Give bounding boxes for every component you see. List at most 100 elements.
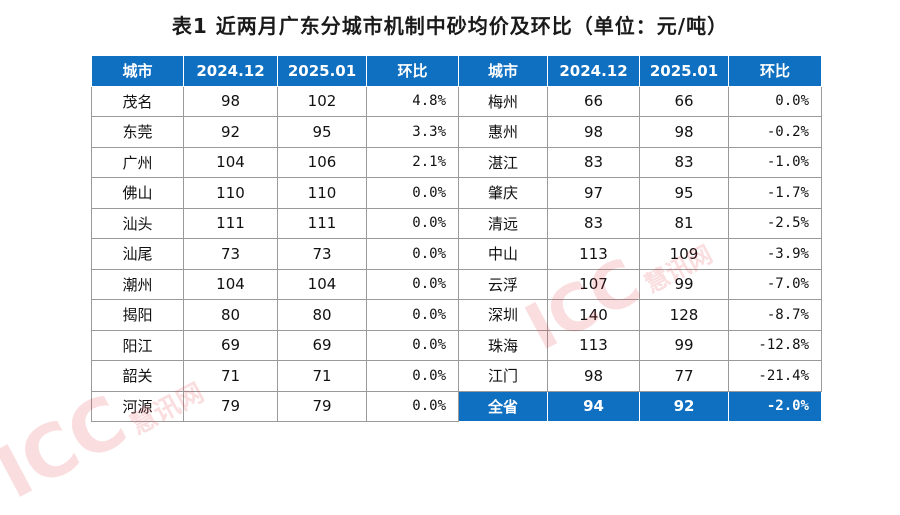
mom-cell: 0.0% [366,390,459,422]
price-cell: 128 [639,299,729,331]
mom-cell: 0.0% [366,177,459,209]
price-cell: 77 [639,360,729,392]
city-cell: 汕尾 [91,238,184,270]
mom-cell: 0.0% [366,360,459,392]
province-total-price: 92 [639,390,729,422]
table-row: 揭阳 80 80 0.0% 深圳 140 128 -8.7% [91,299,822,331]
price-cell: 79 [277,390,367,422]
price-cell: 71 [183,360,278,392]
price-cell: 80 [183,299,278,331]
table-row: 佛山 110 110 0.0% 肇庆 97 95 -1.7% [91,177,822,209]
mom-cell: 0.0% [728,85,822,117]
city-cell: 潮州 [91,268,184,300]
col-header-2024-12: 2024.12 [547,55,640,87]
city-cell: 河源 [91,390,184,422]
price-cell: 99 [639,329,729,361]
price-cell: 73 [277,238,367,270]
city-cell: 广州 [91,146,184,178]
table-title: 表1 近两月广东分城市机制中砂均价及环比（单位：元/吨） [171,14,729,38]
price-cell: 97 [547,177,640,209]
mom-cell: -7.0% [728,268,822,300]
header-row: 城市 2024.12 2025.01 环比 城市 2024.12 2025.01… [91,55,822,87]
price-cell: 95 [639,177,729,209]
price-cell: 80 [277,299,367,331]
table-row: 东莞 92 95 3.3% 惠州 98 98 -0.2% [91,116,822,148]
mom-cell: -12.8% [728,329,822,361]
city-cell: 清远 [458,207,548,239]
city-cell: 阳江 [91,329,184,361]
price-cell: 71 [277,360,367,392]
price-cell: 140 [547,299,640,331]
city-cell: 湛江 [458,146,548,178]
mom-cell: -8.7% [728,299,822,331]
mom-cell: -21.4% [728,360,822,392]
price-table: 城市 2024.12 2025.01 环比 城市 2024.12 2025.01… [91,55,822,422]
price-cell: 66 [547,85,640,117]
price-cell: 106 [277,146,367,178]
city-cell: 东莞 [91,116,184,148]
mom-cell: 0.0% [366,299,459,331]
price-cell: 109 [639,238,729,270]
col-header-city: 城市 [458,55,548,87]
col-header-mom: 环比 [366,55,459,87]
mom-cell: -0.2% [728,116,822,148]
price-cell: 111 [277,207,367,239]
city-cell: 深圳 [458,299,548,331]
col-header-2025-01: 2025.01 [639,55,729,87]
price-cell: 110 [277,177,367,209]
price-cell: 83 [547,146,640,178]
city-cell: 珠海 [458,329,548,361]
mom-cell: 0.0% [366,207,459,239]
price-cell: 83 [547,207,640,239]
table-row: 广州 104 106 2.1% 湛江 83 83 -1.0% [91,146,822,178]
city-cell: 梅州 [458,85,548,117]
mom-cell: -2.5% [728,207,822,239]
price-cell: 113 [547,238,640,270]
province-total-mom: -2.0% [728,390,822,422]
price-cell: 98 [639,116,729,148]
city-cell: 揭阳 [91,299,184,331]
price-cell: 113 [547,329,640,361]
mom-cell: 0.0% [366,268,459,300]
city-cell: 惠州 [458,116,548,148]
price-cell: 107 [547,268,640,300]
price-cell: 66 [639,85,729,117]
mom-cell: -1.7% [728,177,822,209]
price-cell: 79 [183,390,278,422]
price-cell: 69 [183,329,278,361]
price-cell: 73 [183,238,278,270]
city-cell: 云浮 [458,268,548,300]
province-total-label: 全省 [458,390,548,422]
city-cell: 中山 [458,238,548,270]
price-cell: 104 [183,146,278,178]
price-cell: 83 [639,146,729,178]
price-cell: 81 [639,207,729,239]
city-cell: 江门 [458,360,548,392]
col-header-mom: 环比 [728,55,822,87]
price-cell: 110 [183,177,278,209]
table-row: 河源 79 79 0.0% 全省 94 92 -2.0% [91,390,822,422]
province-total-price: 94 [547,390,640,422]
price-cell: 98 [547,360,640,392]
price-cell: 111 [183,207,278,239]
table-row: 茂名 98 102 4.8% 梅州 66 66 0.0% [91,85,822,117]
price-cell: 104 [183,268,278,300]
city-cell: 汕头 [91,207,184,239]
mom-cell: 4.8% [366,85,459,117]
mom-cell: 2.1% [366,146,459,178]
city-cell: 茂名 [91,85,184,117]
col-header-2025-01: 2025.01 [277,55,367,87]
price-cell: 104 [277,268,367,300]
price-cell: 98 [183,85,278,117]
table-row: 韶关 71 71 0.0% 江门 98 77 -21.4% [91,360,822,392]
table-row: 汕尾 73 73 0.0% 中山 113 109 -3.9% [91,238,822,270]
price-cell: 99 [639,268,729,300]
price-cell: 95 [277,116,367,148]
price-cell: 69 [277,329,367,361]
city-cell: 佛山 [91,177,184,209]
mom-cell: -3.9% [728,238,822,270]
city-cell: 韶关 [91,360,184,392]
mom-cell: -1.0% [728,146,822,178]
city-cell: 肇庆 [458,177,548,209]
mom-cell: 0.0% [366,238,459,270]
